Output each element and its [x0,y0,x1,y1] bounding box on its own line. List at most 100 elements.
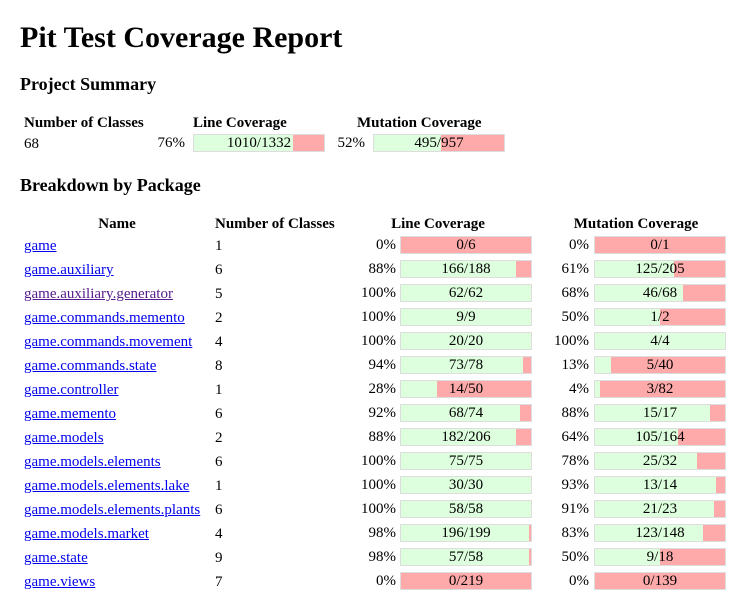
summary-line-coverage-bar: 1010/1332 [193,134,325,152]
package-mutation-coverage-label: 13/14 [642,477,678,493]
package-line-coverage-bar: 30/30 [400,476,532,494]
page-title: Pit Test Coverage Report [20,21,343,54]
package-line-coverage-fill [401,549,529,565]
package-link[interactable]: game.state [24,550,88,566]
package-link[interactable]: game [24,238,57,254]
summary-header-mutation-coverage: Mutation Coverage [357,115,482,131]
package-mutation-coverage-fill [595,357,612,373]
package-line-percent: 100% [361,333,396,349]
package-link[interactable]: game.memento [24,406,117,422]
package-link[interactable]: game.models [24,430,104,446]
package-mutation-coverage-fill [595,549,660,565]
package-link[interactable]: game.commands.movement [24,334,193,350]
package-line-coverage-label: 9/9 [456,309,476,325]
package-line-percent: 88% [368,261,397,277]
package-line-percent: 100% [361,453,396,469]
package-line-coverage-bar: 20/20 [400,332,532,350]
package-link[interactable]: game.models.elements.lake [24,478,190,494]
package-line-coverage-label: 182/206 [441,429,491,445]
package-line-coverage-label: 196/199 [441,525,491,541]
package-link[interactable]: game.commands.memento [24,310,185,326]
package-mutation-percent: 68% [561,285,590,301]
package-line-coverage-label: 73/78 [448,357,484,373]
package-mutation-coverage-bar: 13/14 [594,476,726,494]
package-mutation-percent: 61% [561,261,590,277]
package-line-coverage-label: 166/188 [441,261,491,277]
package-mutation-coverage-bar: 125/205 [594,260,726,278]
package-mutation-percent: 0% [569,237,589,253]
package-class-count: 7 [215,574,223,590]
package-class-count: 4 [215,334,223,350]
package-mutation-percent: 91% [561,501,590,517]
package-line-coverage-fill [401,429,516,445]
package-line-percent: 88% [368,429,397,445]
package-mutation-coverage-fill [595,261,675,277]
package-line-coverage-bar: 0/6 [400,236,532,254]
package-mutation-percent: 64% [561,429,590,445]
package-line-coverage-label: 30/30 [448,477,484,493]
package-line-coverage-label: 14/50 [448,381,484,397]
package-line-coverage-bar: 9/9 [400,308,532,326]
package-class-count: 6 [215,262,223,278]
breakdown-header-line-coverage: Line Coverage [391,216,485,232]
package-link[interactable]: game.auxiliary.generator [24,286,173,302]
package-mutation-coverage-label: 25/32 [642,453,678,469]
package-line-percent: 0% [376,573,396,589]
breakdown-header-mutation-coverage: Mutation Coverage [573,216,699,232]
package-mutation-coverage-bar: 0/139 [594,572,726,590]
package-link[interactable]: game.models.elements.plants [24,502,201,518]
package-mutation-coverage-label: 0/1 [650,237,670,253]
package-line-coverage-fill [401,333,531,349]
package-line-percent: 100% [361,309,396,325]
package-line-coverage-fill [401,261,516,277]
package-mutation-percent: 50% [561,549,590,565]
package-class-count: 6 [215,406,223,422]
package-line-percent: 100% [361,285,396,301]
package-mutation-coverage-bar: 9/18 [594,548,726,566]
package-class-count: 6 [215,454,223,470]
package-link[interactable]: game.commands.state [24,358,157,374]
breakdown-header-name: Name [98,216,136,232]
package-line-percent: 92% [368,405,397,421]
package-line-coverage-bar: 0/219 [400,572,532,590]
package-mutation-percent: 4% [569,381,589,397]
package-mutation-percent: 88% [561,405,590,421]
package-link[interactable]: game.auxiliary [24,262,114,278]
summary-classes-value: 68 [24,136,39,152]
package-mutation-percent: 78% [561,453,590,469]
package-line-coverage-label: 0/219 [448,573,484,589]
package-mutation-percent: 83% [561,525,590,541]
summary-mutation-coverage-label: 495/957 [414,135,464,151]
package-class-count: 2 [215,430,223,446]
package-mutation-percent: 100% [554,333,589,349]
package-line-coverage-label: 57/58 [448,549,484,565]
package-mutation-coverage-label: 123/148 [635,525,685,541]
package-mutation-coverage-bar: 3/82 [594,380,726,398]
package-class-count: 9 [215,550,223,566]
package-line-coverage-fill [401,501,531,517]
package-mutation-coverage-bar: 15/17 [594,404,726,422]
package-mutation-coverage-bar: 1/2 [594,308,726,326]
package-link[interactable]: game.models.elements [24,454,161,470]
summary-header-line-coverage: Line Coverage [193,115,287,131]
package-mutation-coverage-fill [595,525,704,541]
package-class-count: 5 [215,286,223,302]
package-mutation-coverage-bar: 0/1 [594,236,726,254]
package-line-percent: 28% [368,381,397,397]
package-line-coverage-fill [401,477,531,493]
package-class-count: 2 [215,310,223,326]
package-mutation-percent: 13% [561,357,590,373]
project-summary-heading: Project Summary [20,74,157,94]
package-mutation-coverage-bar: 25/32 [594,452,726,470]
package-link[interactable]: game.views [24,574,96,590]
package-mutation-coverage-label: 46/68 [642,285,678,301]
package-line-coverage-bar: 57/58 [400,548,532,566]
package-line-coverage-fill [401,309,531,325]
package-mutation-coverage-bar: 123/148 [594,524,726,542]
package-link[interactable]: game.models.market [24,526,149,542]
package-mutation-percent: 50% [561,309,590,325]
package-mutation-coverage-fill [595,333,725,349]
package-link[interactable]: game.controller [24,382,119,398]
breakdown-heading: Breakdown by Package [20,175,201,195]
package-mutation-coverage-label: 105/164 [635,429,685,445]
